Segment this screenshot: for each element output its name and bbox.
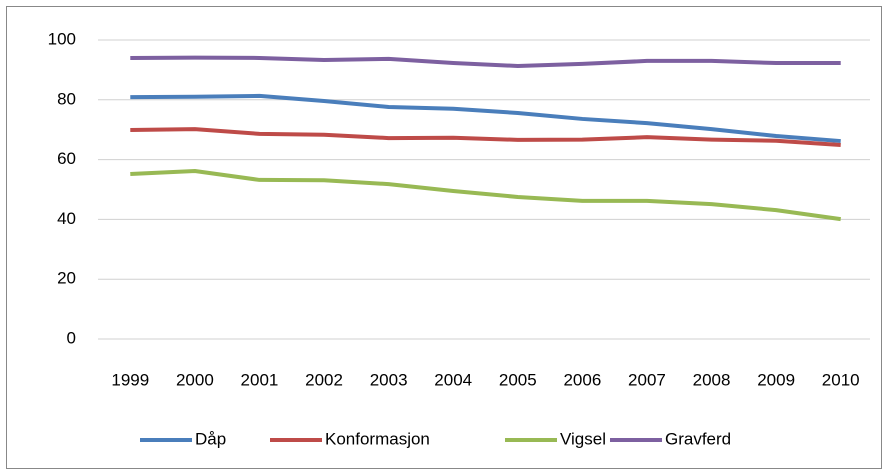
- legend-label: Dåp: [195, 429, 226, 448]
- x-tick-label: 2001: [241, 370, 279, 389]
- x-tick-label: 2010: [822, 370, 860, 389]
- y-tick-label: 0: [67, 328, 76, 347]
- x-tick-label: 2005: [499, 370, 537, 389]
- y-tick-label: 20: [57, 269, 76, 288]
- y-tick-label: 100: [48, 29, 76, 48]
- x-tick-label: 2008: [693, 370, 731, 389]
- x-tick-label: 2006: [563, 370, 601, 389]
- x-tick-label: 2004: [434, 370, 472, 389]
- x-tick-label: 2007: [628, 370, 666, 389]
- chart-frame: [6, 6, 882, 469]
- y-tick-label: 60: [57, 149, 76, 168]
- y-tick-label: 80: [57, 89, 76, 108]
- y-tick-label: 40: [57, 209, 76, 228]
- x-tick-label: 2000: [176, 370, 214, 389]
- series-line: [130, 168, 841, 222]
- series-line: [130, 55, 841, 69]
- x-tick-label: 1999: [111, 370, 149, 389]
- x-tick-label: 2009: [757, 370, 795, 389]
- series-line: [130, 93, 841, 144]
- x-tick-label: 2003: [370, 370, 408, 389]
- legend-label: Konformasjon: [325, 429, 430, 448]
- series-line: [130, 127, 841, 147]
- legend-label: Gravferd: [665, 429, 731, 448]
- x-tick-label: 2002: [305, 370, 343, 389]
- legend-label: Vigsel: [560, 429, 606, 448]
